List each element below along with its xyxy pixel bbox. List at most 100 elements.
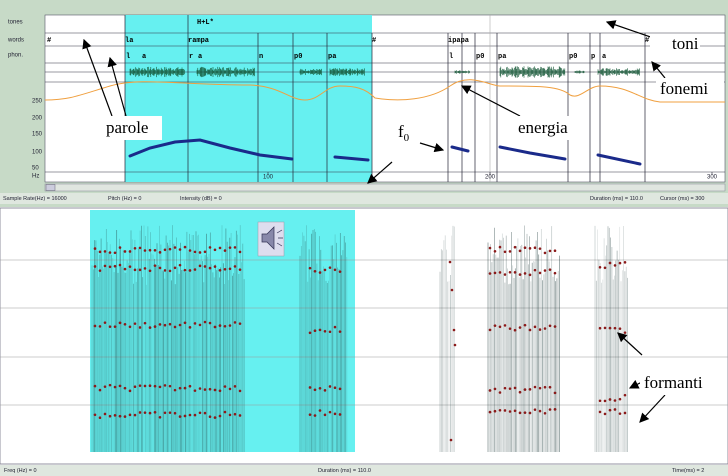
formant-point bbox=[489, 329, 492, 332]
formant-point bbox=[219, 269, 222, 272]
formant-point bbox=[169, 323, 172, 326]
formant-point bbox=[549, 268, 552, 271]
formant-point bbox=[519, 273, 522, 276]
annotation: toni bbox=[672, 34, 699, 53]
formant-point bbox=[599, 266, 602, 269]
formant-point bbox=[450, 439, 453, 442]
formant-point bbox=[154, 249, 157, 252]
scroll-thumb[interactable] bbox=[46, 185, 55, 191]
formant-point bbox=[94, 247, 97, 250]
formant-point bbox=[234, 265, 237, 268]
formant-point bbox=[239, 390, 242, 393]
formant-point bbox=[94, 385, 97, 388]
formant-point bbox=[94, 414, 97, 417]
scrollbar[interactable] bbox=[45, 184, 725, 191]
formant-point bbox=[524, 388, 527, 391]
annotation: parole bbox=[106, 118, 148, 137]
formant-point bbox=[549, 250, 552, 253]
formant-point bbox=[139, 247, 142, 250]
formant-point bbox=[139, 384, 142, 387]
time-label: 100 bbox=[263, 175, 274, 181]
formant-point bbox=[494, 272, 497, 275]
formant-point bbox=[149, 326, 152, 329]
formant-point bbox=[454, 344, 457, 347]
formant-point bbox=[599, 411, 602, 414]
screen: tones words phon. H+L* #larampa#ipapa#la… bbox=[0, 0, 728, 476]
formant-point bbox=[514, 387, 517, 390]
formant-point bbox=[214, 389, 217, 392]
formant-point bbox=[179, 387, 182, 390]
formant-point bbox=[224, 411, 227, 414]
formant-point bbox=[104, 321, 107, 324]
formant-point bbox=[314, 388, 317, 391]
status-field: Intensity (dB) = 0 bbox=[180, 196, 222, 202]
formant-point bbox=[129, 414, 132, 417]
formant-point bbox=[549, 386, 552, 389]
formant-point bbox=[309, 267, 312, 270]
formant-point bbox=[604, 413, 607, 416]
formant-point bbox=[189, 414, 192, 417]
word: # bbox=[372, 37, 376, 45]
formant-point bbox=[499, 246, 502, 249]
formant-point bbox=[314, 270, 317, 273]
formant-point bbox=[499, 271, 502, 274]
formant-point bbox=[109, 415, 112, 418]
scale-label: 150 bbox=[32, 132, 43, 138]
formant-point bbox=[499, 409, 502, 412]
formant-point bbox=[224, 385, 227, 388]
formant-point bbox=[214, 416, 217, 419]
formant-point bbox=[184, 322, 187, 325]
formant-point bbox=[199, 387, 202, 390]
formant-point bbox=[109, 251, 112, 254]
formant-point bbox=[554, 249, 557, 252]
status-field: Pitch (Hz) = 0 bbox=[108, 196, 141, 202]
formant-point bbox=[164, 269, 167, 272]
formant-point bbox=[229, 267, 232, 270]
formant-point bbox=[149, 269, 152, 272]
formant-point bbox=[529, 412, 532, 415]
formant-point bbox=[114, 251, 117, 254]
formant-point bbox=[529, 388, 532, 391]
status-field: Duration (ms) = 110.0 bbox=[590, 196, 643, 202]
tone: H+L* bbox=[197, 19, 214, 27]
formant-point bbox=[489, 389, 492, 392]
formant-point bbox=[509, 327, 512, 330]
formant-point bbox=[309, 413, 312, 416]
formant-point bbox=[609, 409, 612, 412]
formant-point bbox=[319, 387, 322, 390]
formant-point bbox=[519, 412, 522, 415]
formant-point bbox=[194, 268, 197, 271]
formant-point bbox=[514, 271, 517, 274]
formant-point bbox=[169, 248, 172, 251]
formant-point bbox=[239, 414, 242, 417]
formant-point bbox=[174, 326, 177, 329]
formant-point bbox=[94, 265, 97, 268]
formant-point bbox=[509, 271, 512, 274]
formant-point bbox=[114, 265, 117, 268]
formant-point bbox=[189, 249, 192, 252]
formant-point bbox=[194, 322, 197, 325]
formant-point bbox=[139, 269, 142, 272]
formant-point bbox=[329, 266, 332, 269]
formant-point bbox=[139, 326, 142, 329]
formant-point bbox=[339, 330, 342, 333]
formant-point bbox=[129, 250, 132, 253]
speaker-icon[interactable] bbox=[258, 222, 284, 256]
formant-point bbox=[494, 388, 497, 391]
formant-point bbox=[604, 400, 607, 403]
formant-point bbox=[334, 413, 337, 416]
formant-point bbox=[324, 269, 327, 272]
word: # bbox=[47, 37, 51, 45]
formant-point bbox=[164, 248, 167, 251]
formant-point bbox=[229, 324, 232, 327]
formant-point bbox=[489, 272, 492, 275]
formant-point bbox=[539, 247, 542, 250]
formant-point bbox=[619, 398, 622, 401]
formant-point bbox=[129, 265, 132, 268]
status-field: Duration (ms) = 110.0 bbox=[318, 468, 371, 474]
formant-point bbox=[314, 329, 317, 332]
formant-point bbox=[494, 410, 497, 413]
formant-point bbox=[624, 394, 627, 397]
formant-point bbox=[619, 327, 622, 330]
formant-point bbox=[549, 408, 552, 411]
